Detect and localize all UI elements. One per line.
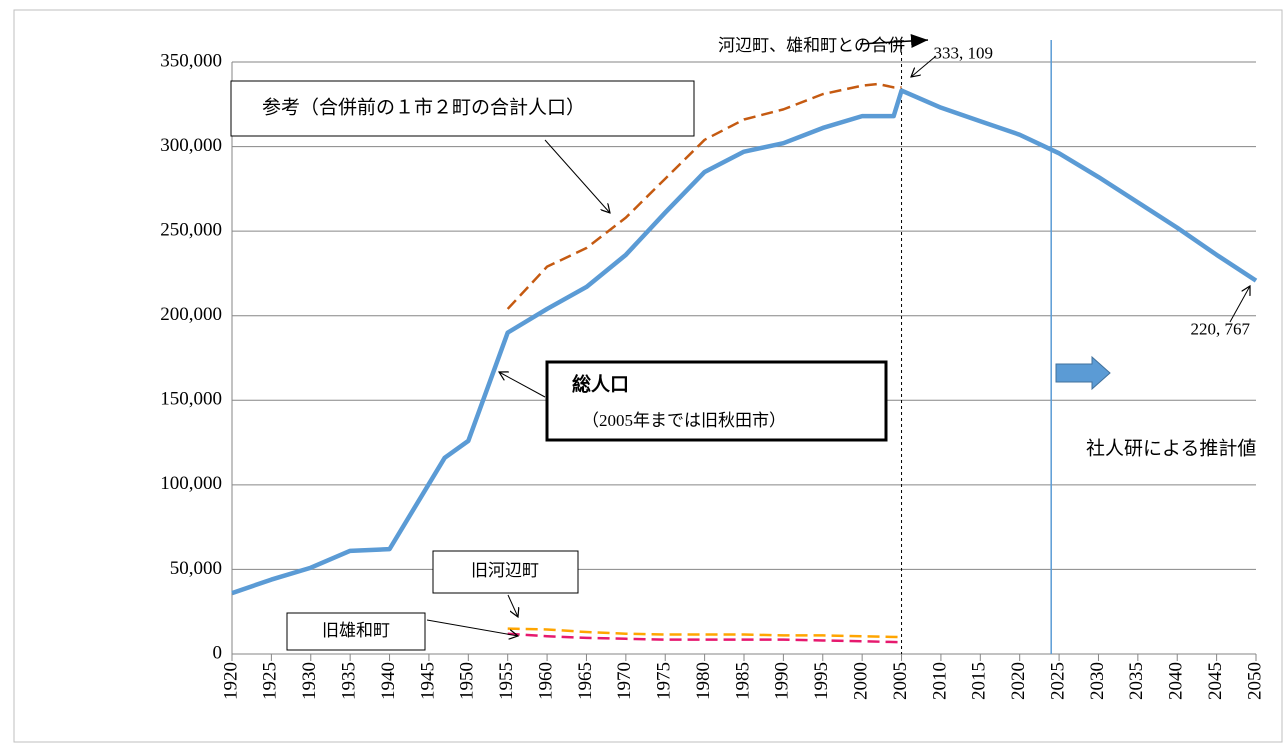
label-box [286, 612, 426, 651]
x-tick-label: 1995 [811, 662, 832, 700]
y-tick-label: 100,000 [160, 473, 222, 494]
plot [231, 40, 1258, 654]
x-tick-label: 1970 [614, 662, 635, 700]
y-tick-label: 300,000 [160, 135, 222, 156]
y-tick-label: 150,000 [160, 389, 222, 410]
y-tick-label: 50,000 [170, 558, 222, 579]
x-tick-label: 2040 [1166, 662, 1187, 700]
x-tick-label: 1920 [220, 662, 241, 700]
x-tick-label: 1980 [693, 662, 714, 700]
x-tick-label: 1925 [260, 662, 281, 700]
x-tick-label: 2010 [929, 662, 950, 700]
series-label: 参考（合併前の１市２町の合計人口） [262, 96, 585, 118]
arrow [426, 619, 518, 636]
series-line [507, 632, 902, 644]
forecast-arrow [1055, 355, 1111, 391]
chart-border [13, 9, 1283, 743]
x-tick-label: 1965 [575, 662, 596, 700]
x-tick-label: 1985 [732, 662, 753, 700]
x-tick-label: 1955 [496, 662, 517, 700]
arrow [544, 139, 610, 213]
series-label: 旧雄和町 [322, 621, 390, 640]
series-line [507, 627, 902, 639]
arrow [507, 594, 518, 617]
y-tick-label: 250,000 [160, 220, 222, 241]
x-tick-label: 2030 [1087, 662, 1108, 700]
x-tick-label: 1950 [457, 662, 478, 700]
x-tick-label: 1960 [535, 662, 556, 700]
label-box [432, 550, 579, 594]
x-tick-label: 1975 [654, 662, 675, 700]
arrow [1229, 286, 1250, 323]
x-tick-label: 2005 [890, 662, 911, 700]
arrow [911, 55, 937, 77]
y-tick-label: 0 [213, 642, 223, 663]
series-note: （2005年までは旧秋田市） [582, 411, 786, 430]
x-tick-label: 2015 [969, 662, 990, 700]
series-line [506, 82, 902, 310]
series-line [231, 88, 1258, 596]
x-tick-label: 1935 [339, 662, 360, 700]
series-label: 総人口 [572, 372, 629, 395]
x-tick-label: 1930 [299, 662, 320, 700]
arrow [499, 372, 546, 398]
x-tick-label: 1940 [378, 662, 399, 700]
x-tick-label: 1990 [772, 662, 793, 700]
x-tick-label: 2045 [1205, 662, 1226, 700]
series-label: 旧河辺町 [471, 561, 539, 580]
y-tick-label: 350,000 [160, 50, 222, 71]
annotation: 社人研による推計値 [1086, 437, 1256, 459]
grid: 0 50,000 100,000 150,000 200,000 250,000 300,0… [160, 50, 1265, 700]
x-tick-label: 2025 [1047, 662, 1068, 700]
value-label: 220, 767 [1191, 319, 1251, 338]
x-tick-label: 2000 [851, 662, 872, 700]
label-box [545, 360, 888, 442]
arrow [859, 34, 929, 48]
x-tick-label: 2035 [1126, 662, 1147, 700]
x-tick-label: 2020 [1008, 662, 1029, 700]
x-tick-label: 1945 [417, 662, 438, 700]
x-tick-label: 2050 [1244, 662, 1265, 700]
label-box [230, 80, 695, 137]
y-tick-label: 200,000 [160, 304, 222, 325]
annotation: 河辺町、雄和町との合併 [718, 36, 905, 55]
value-label: 333, 109 [934, 43, 994, 62]
